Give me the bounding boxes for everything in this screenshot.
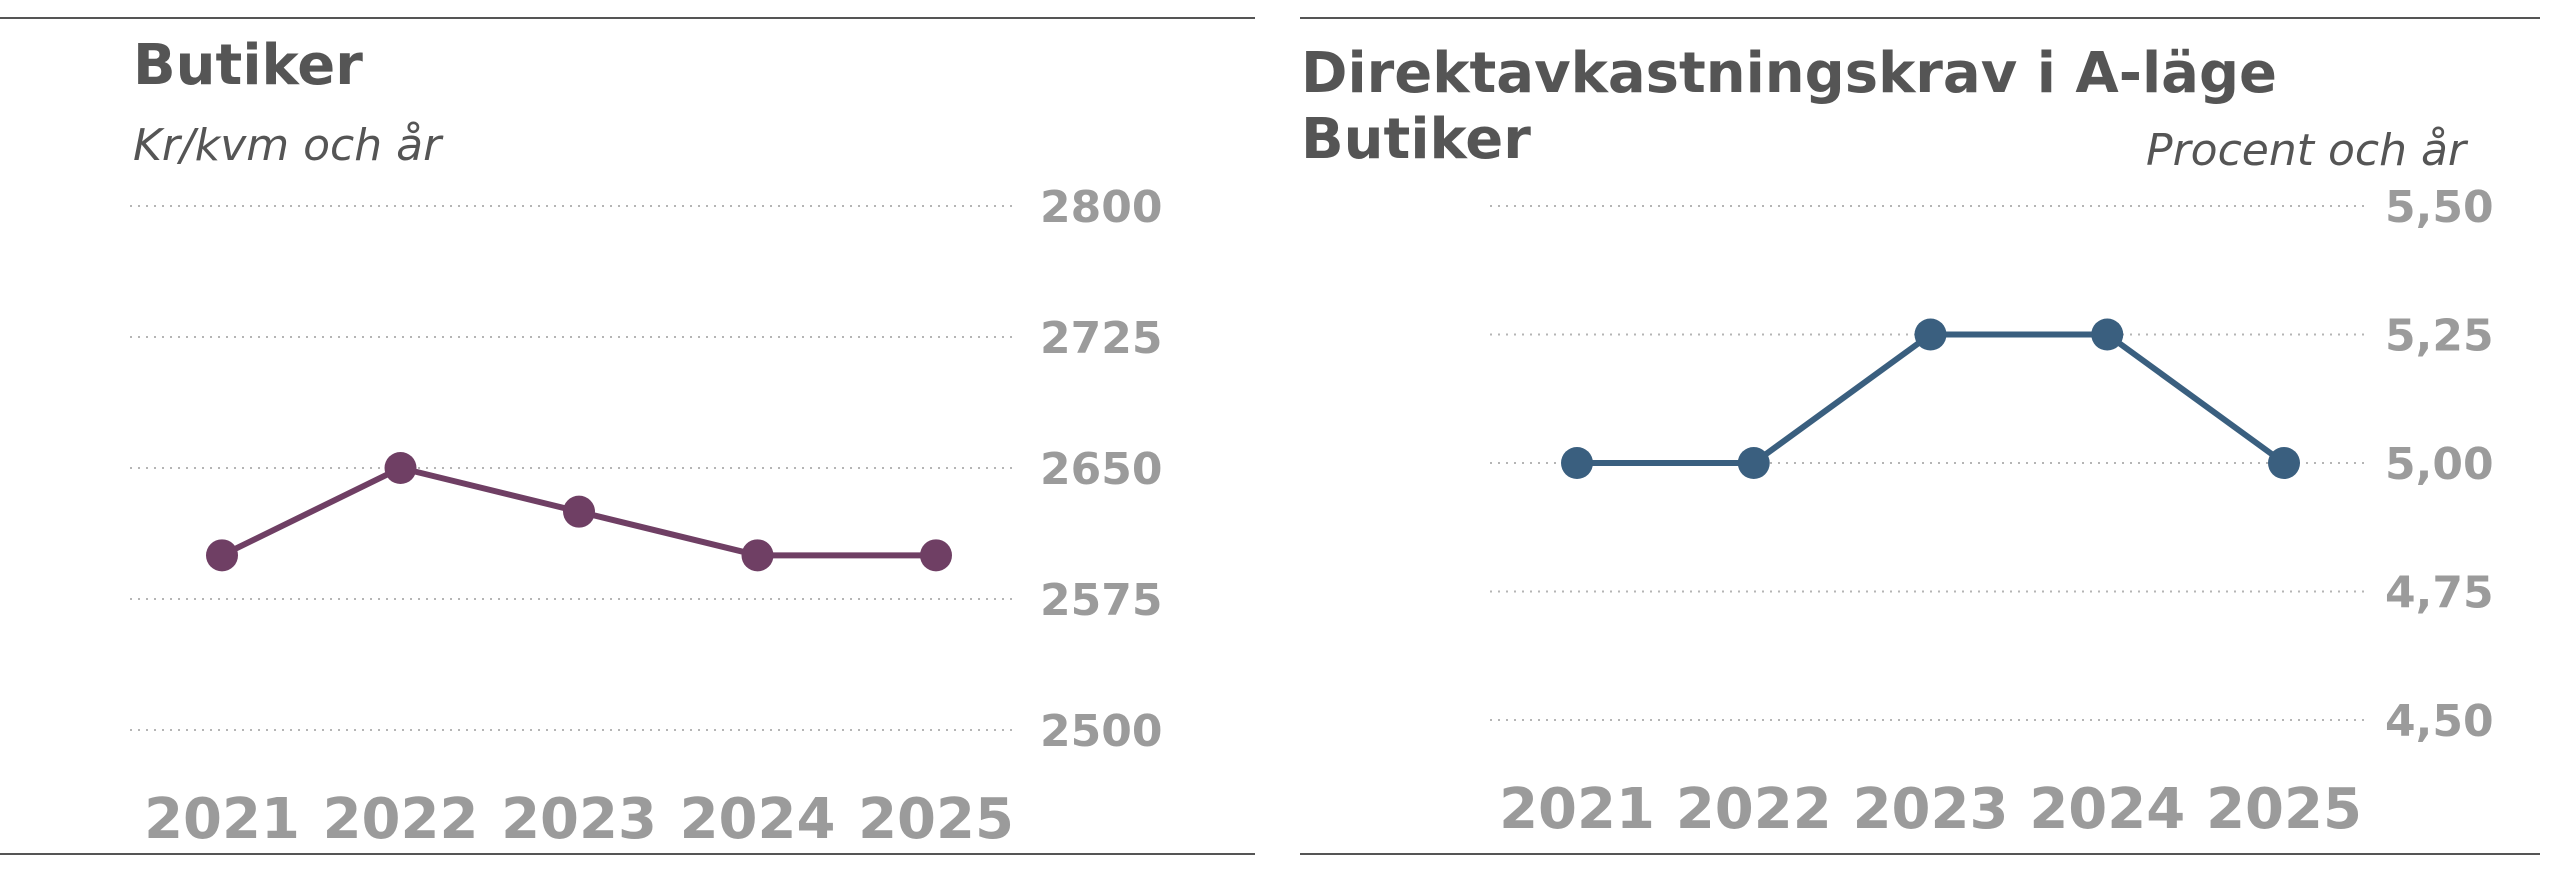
- chart-2-x-tick-label: 2021: [1499, 777, 1655, 842]
- chart-2-data-point: [1914, 318, 1947, 351]
- chart-1-y-tick-label: 2650: [1040, 444, 1162, 495]
- chart-1: Butiker Kr/kvm och år 2800 2725 2650 2575 25…: [0, 17, 1255, 855]
- chart-1-x-tick-label: 2025: [858, 787, 1014, 852]
- chart-2-y-tick-label: 4,50: [2385, 696, 2494, 747]
- chart-1-data-point: [206, 539, 238, 572]
- chart-2-subtitle: Procent och år: [2146, 125, 2469, 176]
- chart-2-series-line: [1574, 331, 2287, 466]
- chart-1-data-point: [920, 539, 952, 572]
- chart-1-y-tick-label: 2800: [1040, 182, 1162, 233]
- chart-2-y-tick-label: 5,00: [2385, 439, 2494, 490]
- chart-2-x-tick-label: 2025: [2206, 777, 2362, 842]
- chart-1-y-tick-label: 2500: [1040, 706, 1162, 757]
- chart-2-x-tick-label: 2023: [1853, 777, 2009, 842]
- chart-1-x-tick-label: 2024: [680, 787, 836, 852]
- chart-1-data-point: [741, 539, 774, 572]
- chart-2-x-tick-label: 2024: [2029, 777, 2185, 842]
- chart-1-data-point: [563, 495, 595, 528]
- chart-1-x-tick-label: 2023: [501, 787, 657, 852]
- chart-2-x-tick-label: 2022: [1676, 777, 1832, 842]
- chart-2-title-line2: Butiker: [1301, 107, 1531, 172]
- chart-1-subtitle: Kr/kvm och år: [133, 120, 444, 171]
- chart-1-x-tick-label: 2022: [323, 787, 479, 852]
- chart-1-data-point: [384, 452, 417, 484]
- chart-2-data-point: [1561, 447, 1593, 479]
- chart-1-y-tick-label: 2725: [1040, 313, 1162, 364]
- chart-2-y-tick-label: 5,50: [2385, 182, 2494, 233]
- chart-2-y-tick-label: 4,75: [2385, 568, 2494, 619]
- chart-1-y-tick-label: 2575: [1040, 575, 1162, 626]
- chart-2-y-tick-label: 5,25: [2385, 311, 2494, 362]
- chart-1-x-tick-label: 2021: [144, 787, 300, 852]
- chart-2-data-point: [2091, 318, 2124, 351]
- chart-2: Direktavkastningskrav i A-läge Butiker P…: [1300, 17, 2540, 855]
- chart-2-data-point: [2268, 447, 2300, 479]
- chart-2-data-point: [1737, 447, 1770, 479]
- chart-1-title: Butiker: [133, 33, 363, 98]
- chart-2-title: Direktavkastningskrav i A-läge: [1301, 41, 2277, 106]
